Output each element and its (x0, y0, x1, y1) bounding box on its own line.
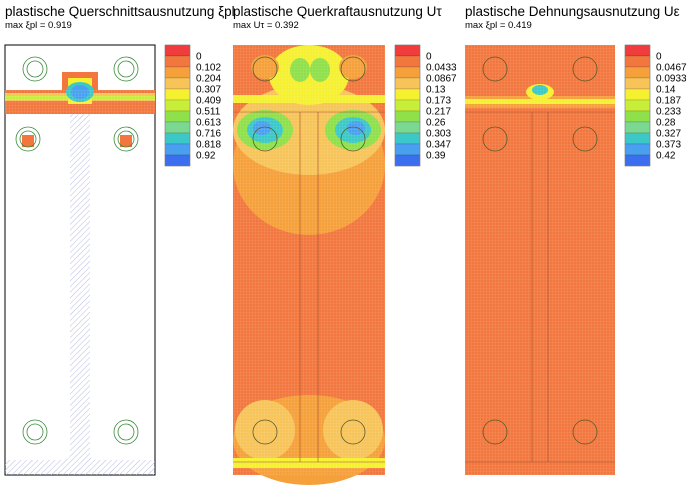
legend-swatch (164, 55, 191, 68)
legend-label: 0.102 (196, 63, 221, 74)
legend-label: 0.511 (196, 107, 221, 118)
legend-swatch (394, 66, 421, 79)
legend-swatch (394, 77, 421, 90)
legend-frame (164, 44, 191, 167)
legend-swatch (624, 88, 651, 101)
legend-swatch (624, 121, 651, 134)
legend-label: 0.409 (196, 96, 221, 107)
plot-title-3: plastische Dehnungsausnutzung Uε (465, 4, 680, 19)
legend-swatch (164, 77, 191, 90)
plot-title-2: plastische Querkraftausnutzung Uτ (233, 4, 442, 19)
legend-swatch (164, 110, 191, 123)
legend-label: 0.307 (196, 85, 221, 96)
legend-swatch (624, 99, 651, 112)
legend-label: 0.13 (426, 85, 446, 96)
legend-swatch (624, 143, 651, 156)
legend-swatch (394, 132, 421, 145)
legend-swatch (164, 66, 191, 79)
legend-label: 0.204 (196, 74, 221, 85)
legend-label: 0.613 (196, 118, 221, 129)
plot-title-1: plastische Querschnittsausnutzung ξpl (5, 4, 235, 19)
legend-label: 0.0467 (656, 63, 687, 74)
legend-swatch (624, 44, 651, 57)
legend-label: 0.818 (196, 140, 221, 151)
legend-swatch (394, 55, 421, 68)
plot-subtitle-3: max ξpl = 0.419 (465, 20, 532, 31)
legend-swatch (394, 121, 421, 134)
legend-swatch (164, 44, 191, 57)
legend-swatch (164, 99, 191, 112)
plot-panel-2 (233, 45, 385, 485)
legend-label: 0.347 (426, 140, 451, 151)
legend-label: 0 (196, 52, 202, 63)
legend-label: 0.0867 (426, 74, 457, 85)
legend-swatch (394, 154, 421, 167)
legend-swatch (164, 143, 191, 156)
plot-panel-3 (465, 45, 615, 475)
legend-swatch (394, 99, 421, 112)
legend-label: 0.233 (656, 107, 681, 118)
legend-label: 0.373 (656, 140, 681, 151)
legend-swatch (624, 66, 651, 79)
legend-label: 0.173 (426, 96, 451, 107)
plot-subtitle-1: max ξpl = 0.919 (5, 20, 72, 31)
legend-label: 0 (426, 52, 432, 63)
legend-swatch (624, 110, 651, 123)
legend-label: 0.26 (426, 118, 446, 129)
legend-label: 0.92 (196, 151, 216, 162)
legend-swatch (624, 77, 651, 90)
legend-label: 0.716 (196, 129, 221, 140)
legend-swatch (624, 132, 651, 145)
plot-panel-1 (4, 44, 156, 476)
legend-frame (624, 44, 651, 167)
legend-swatch (394, 88, 421, 101)
legend-swatch (394, 110, 421, 123)
legend-swatch (624, 154, 651, 167)
plot-subtitle-2: max Uτ = 0.392 (233, 20, 299, 31)
legend-swatch (394, 143, 421, 156)
legend-label: 0.303 (426, 129, 451, 140)
legend-label: 0.42 (656, 151, 676, 162)
legend-label: 0 (656, 52, 662, 63)
legend-frame (394, 44, 421, 167)
legend-label: 0.0933 (656, 74, 687, 85)
legend-label: 0.39 (426, 151, 446, 162)
legend-label: 0.217 (426, 107, 451, 118)
legend-label: 0.187 (656, 96, 681, 107)
legend-swatch (164, 121, 191, 134)
legend-swatch (624, 55, 651, 68)
legend-swatch (164, 154, 191, 167)
legend-swatch (164, 132, 191, 145)
legend-swatch (164, 88, 191, 101)
legend-label: 0.28 (656, 118, 676, 129)
legend-label: 0.327 (656, 129, 681, 140)
legend-label: 0.14 (656, 85, 676, 96)
legend-label: 0.0433 (426, 63, 457, 74)
legend-swatch (394, 44, 421, 57)
